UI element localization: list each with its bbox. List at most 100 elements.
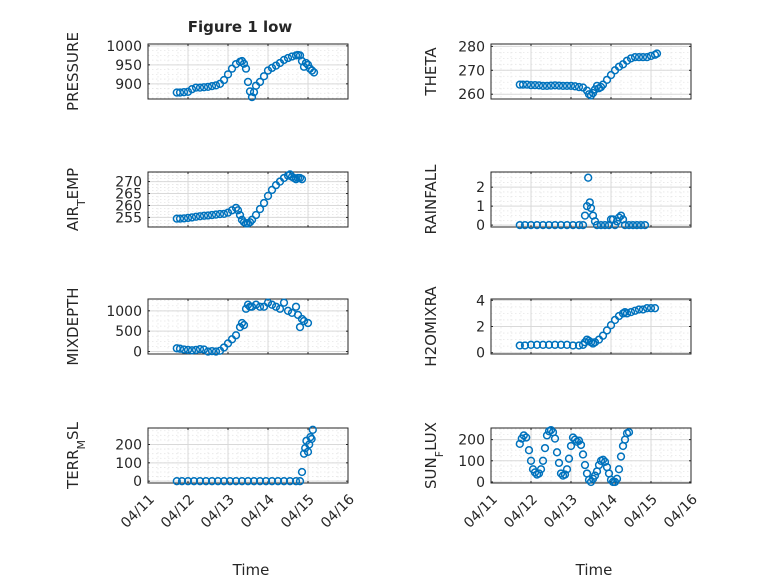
data-point bbox=[267, 300, 277, 309]
y-tick-label: 255 bbox=[115, 210, 142, 226]
data-point bbox=[195, 344, 205, 354]
data-point bbox=[195, 477, 205, 486]
y-tick-label: 2 bbox=[476, 180, 485, 196]
data-point bbox=[584, 475, 594, 484]
data-point bbox=[578, 220, 588, 230]
data-point bbox=[638, 53, 648, 62]
y-tick-label: 4 bbox=[476, 293, 485, 309]
y-tick-label: 1000 bbox=[106, 39, 142, 55]
data-point bbox=[297, 175, 307, 184]
data-point bbox=[622, 309, 632, 318]
data-point bbox=[642, 53, 652, 62]
data-point bbox=[243, 477, 253, 486]
data-point bbox=[534, 469, 544, 478]
data-point bbox=[309, 68, 319, 77]
data-point bbox=[243, 77, 253, 87]
y-axis-label: H2OMIXRA bbox=[422, 286, 440, 367]
data-point bbox=[538, 456, 548, 465]
y-tick-label: 0 bbox=[476, 218, 485, 234]
data-point bbox=[574, 436, 584, 445]
y-tick-label: 950 bbox=[115, 58, 142, 74]
data-point bbox=[223, 70, 233, 79]
data-point bbox=[578, 450, 588, 459]
data-point bbox=[199, 83, 209, 92]
data-point bbox=[177, 477, 187, 486]
data-point bbox=[606, 70, 616, 80]
data-point bbox=[560, 470, 570, 479]
data-point bbox=[630, 53, 640, 62]
y-tick-label: 100 bbox=[458, 454, 485, 470]
data-point bbox=[279, 298, 289, 307]
data-point bbox=[299, 449, 309, 458]
data-point bbox=[546, 425, 556, 435]
data-point bbox=[255, 77, 265, 87]
data-point bbox=[558, 81, 568, 90]
y-tick-label: 500 bbox=[115, 324, 142, 340]
y-tick-label: 1000 bbox=[106, 304, 142, 320]
data-point bbox=[203, 82, 213, 92]
data-point bbox=[552, 448, 562, 457]
data-point bbox=[638, 305, 648, 314]
data-point bbox=[626, 307, 636, 317]
axes-frame bbox=[490, 171, 692, 228]
data-point bbox=[267, 63, 277, 73]
data-point bbox=[211, 81, 221, 90]
data-point bbox=[628, 220, 638, 230]
data-point bbox=[251, 210, 261, 220]
data-point bbox=[195, 83, 205, 92]
axes-frame bbox=[147, 43, 349, 100]
data-point bbox=[518, 80, 528, 89]
data-point bbox=[267, 477, 277, 486]
data-point bbox=[526, 340, 536, 349]
data-point bbox=[620, 220, 630, 230]
data-point bbox=[642, 304, 652, 313]
y-tick-label: 260 bbox=[458, 87, 485, 103]
data-point bbox=[550, 434, 560, 443]
data-point bbox=[526, 80, 536, 90]
y-tick-label: 1 bbox=[476, 199, 485, 215]
data-point bbox=[598, 331, 608, 340]
x-axis-label-right: Time bbox=[575, 561, 613, 579]
data-point bbox=[219, 477, 229, 486]
data-point bbox=[624, 428, 634, 437]
data-point bbox=[175, 214, 185, 223]
y-tick-label: 270 bbox=[458, 63, 485, 79]
data-point bbox=[175, 88, 185, 97]
data-point bbox=[598, 80, 608, 89]
data-point bbox=[532, 340, 542, 349]
data-point bbox=[179, 88, 189, 97]
data-point bbox=[259, 198, 269, 208]
data-point bbox=[520, 341, 530, 350]
subplot-pressure: 900 950 1000 PRESSURE bbox=[64, 32, 349, 111]
data-point bbox=[247, 302, 257, 311]
data-point bbox=[600, 220, 610, 230]
data-point bbox=[636, 220, 646, 230]
data-point bbox=[524, 446, 534, 455]
data-point bbox=[626, 54, 636, 63]
data-point bbox=[279, 477, 289, 486]
data-point bbox=[255, 204, 265, 214]
data-point bbox=[271, 302, 281, 311]
data-point bbox=[566, 81, 576, 90]
data-point bbox=[640, 220, 650, 230]
data-point bbox=[259, 72, 269, 81]
data-point bbox=[606, 321, 616, 330]
data-point bbox=[295, 477, 305, 486]
y-tick-label: 280 bbox=[458, 39, 485, 55]
data-point bbox=[554, 458, 564, 468]
data-point bbox=[183, 345, 193, 355]
data-point bbox=[187, 84, 197, 94]
data-point bbox=[183, 213, 193, 223]
data-point bbox=[562, 340, 572, 349]
data-point bbox=[534, 81, 544, 90]
data-point bbox=[515, 439, 524, 449]
data-point bbox=[199, 345, 209, 354]
data-point bbox=[550, 81, 560, 90]
data-point bbox=[612, 474, 622, 483]
data-point bbox=[191, 83, 201, 92]
data-point bbox=[231, 331, 241, 340]
data-point bbox=[172, 477, 181, 486]
data-point bbox=[614, 465, 624, 474]
